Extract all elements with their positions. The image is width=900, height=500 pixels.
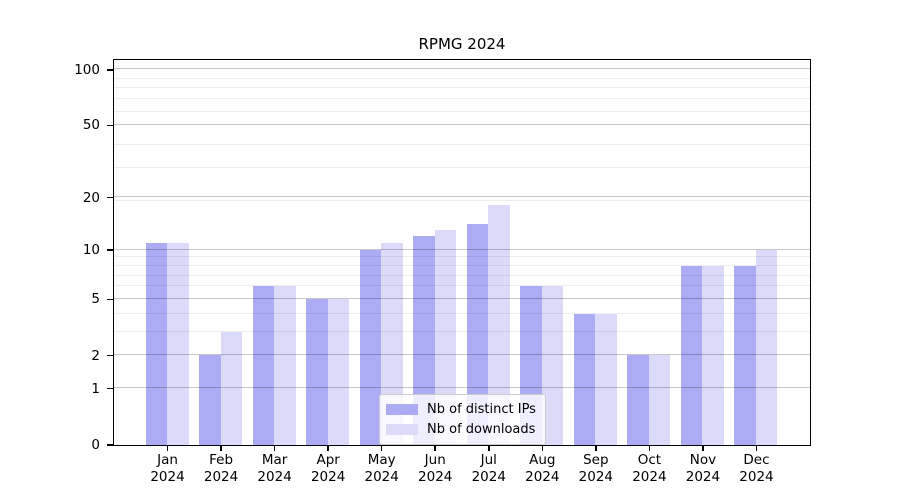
- gridline-minor: [113, 77, 810, 79]
- gridline-major: [113, 248, 810, 250]
- y-tick-label: 10: [82, 242, 100, 259]
- legend-item-downloads: Nb of downloads: [386, 419, 537, 439]
- bar-ips-mar: [252, 286, 275, 445]
- x-axis-tick: [220, 445, 222, 451]
- bar-downloads-jun: [434, 230, 457, 445]
- gridline-minor: [113, 274, 810, 276]
- gridline-minor: [113, 98, 810, 100]
- gridline-minor: [113, 143, 810, 145]
- y-tick-label: 50: [82, 117, 100, 134]
- y-tick-label: 100: [74, 61, 100, 78]
- bar-ips-sep: [573, 313, 596, 445]
- y-tick-label: 2: [91, 347, 100, 364]
- bar-downloads-dec: [755, 249, 778, 445]
- bar-ips-jun: [413, 236, 435, 445]
- bar-ips-jul: [466, 224, 489, 445]
- gridline-minor: [113, 256, 810, 258]
- gridline-major: [113, 387, 810, 389]
- x-axis-tick: [488, 445, 490, 451]
- x-tick-label: Mar 2024: [257, 452, 292, 485]
- gridline-major: [113, 354, 810, 356]
- gridline-minor: [113, 167, 810, 168]
- y-axis-tick: [106, 196, 113, 199]
- x-tick-label: Aug 2024: [525, 452, 560, 485]
- x-tick-label: Jan 2024: [150, 452, 185, 485]
- gridline-minor: [113, 285, 810, 287]
- legend-swatch-distinct-ips: [386, 403, 418, 415]
- legend-label-downloads: Nb of downloads: [427, 421, 536, 437]
- bar-ips-may: [359, 249, 382, 445]
- bar-downloads-oct: [648, 355, 671, 445]
- gridline-major: [113, 68, 810, 70]
- legend-item-distinct-ips: Nb of distinct IPs: [386, 399, 537, 419]
- y-axis-tick: [106, 124, 113, 127]
- x-axis-tick: [166, 445, 169, 451]
- gridline-minor: [113, 312, 810, 314]
- y-axis-tick: [106, 69, 113, 71]
- plot-area: [112, 58, 811, 446]
- bar-downloads-apr: [327, 298, 350, 445]
- gridline-minor: [113, 87, 810, 89]
- x-axis-tick: [327, 445, 329, 451]
- x-axis-tick: [541, 445, 544, 451]
- x-tick-label: Sep 2024: [578, 452, 614, 485]
- x-tick-label: Jun 2024: [418, 452, 453, 485]
- chart-title: RPMG 2024: [418, 35, 506, 53]
- gridline-major: [113, 297, 810, 299]
- bar-downloads-sep: [595, 313, 617, 445]
- bar-ips-jan: [145, 242, 168, 445]
- y-axis-tick: [106, 354, 113, 357]
- bar-ips-dec: [734, 265, 756, 445]
- bar-downloads-jul: [488, 205, 510, 445]
- gridline-minor: [113, 330, 810, 332]
- gridline-minor: [113, 264, 810, 266]
- x-axis-tick: [434, 445, 436, 451]
- x-tick-label: Oct 2024: [632, 452, 667, 485]
- y-tick-label: 0: [91, 437, 100, 453]
- x-tick-label: Jul 2024: [471, 452, 506, 485]
- x-tick-label: Nov 2024: [685, 452, 721, 485]
- bar-downloads-aug: [541, 286, 564, 445]
- x-tick-label: Feb 2024: [203, 452, 239, 485]
- bar-ips-oct: [627, 355, 649, 445]
- x-axis-tick: [380, 445, 383, 451]
- bar-ips-nov: [680, 265, 703, 445]
- x-axis-tick: [755, 445, 758, 451]
- bar-downloads-mar: [274, 286, 296, 445]
- gridline-minor: [113, 110, 810, 112]
- bar-downloads-feb: [220, 331, 243, 445]
- y-axis-tick: [106, 249, 113, 251]
- x-axis-tick: [273, 445, 276, 451]
- legend-swatch-downloads: [386, 423, 418, 435]
- bar-downloads-jan: [167, 242, 189, 445]
- y-tick-label: 1: [91, 380, 100, 397]
- y-axis-tick: [106, 298, 113, 301]
- x-tick-label: Dec 2024: [739, 452, 774, 485]
- y-tick-label: 20: [82, 189, 100, 206]
- x-tick-label: May 2024: [364, 452, 399, 485]
- y-axis-tick: [106, 387, 113, 390]
- x-tick-label: Apr 2024: [310, 452, 346, 485]
- bar-ips-feb: [199, 355, 221, 445]
- bar-downloads-nov: [702, 265, 724, 445]
- bar-ips-apr: [306, 298, 328, 445]
- legend: Nb of distinct IPs Nb of downloads: [379, 394, 546, 445]
- gridline-minor: [113, 200, 810, 201]
- y-axis-tick: [106, 444, 113, 446]
- y-tick-label: 5: [91, 291, 100, 308]
- gridline-major: [113, 196, 810, 197]
- legend-label-distinct-ips: Nb of distinct IPs: [427, 401, 536, 417]
- x-axis-tick: [702, 445, 704, 451]
- x-axis-tick: [595, 445, 597, 451]
- x-axis-tick: [648, 445, 651, 451]
- gridline-major: [113, 123, 810, 125]
